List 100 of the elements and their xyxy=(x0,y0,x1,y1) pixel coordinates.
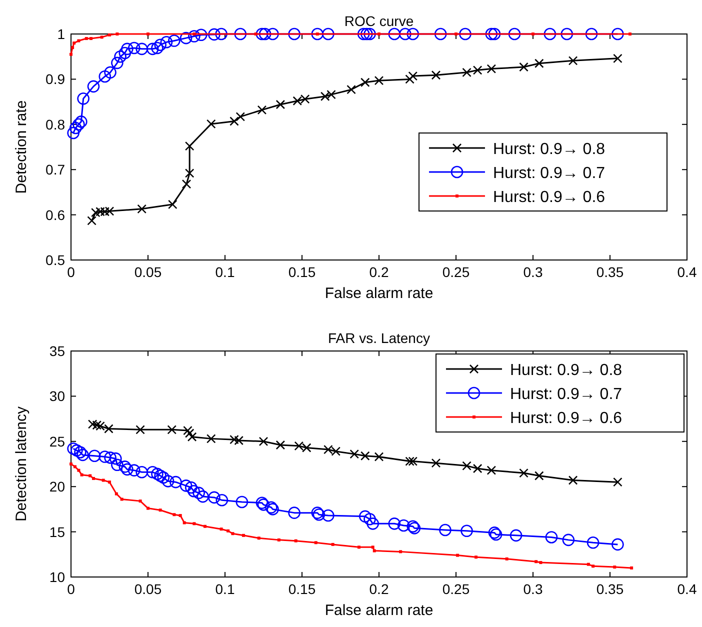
point xyxy=(92,476,95,480)
point xyxy=(151,468,164,480)
point xyxy=(257,105,267,115)
point xyxy=(70,52,72,56)
point xyxy=(236,112,246,122)
x-tick-label: 0.3 xyxy=(523,581,543,597)
point xyxy=(406,28,420,40)
point xyxy=(111,56,124,70)
y-tick-label: 0.5 xyxy=(46,252,66,268)
point xyxy=(472,464,482,474)
point xyxy=(208,491,220,504)
point xyxy=(254,32,258,36)
point xyxy=(585,28,598,40)
point xyxy=(183,426,192,436)
point xyxy=(488,28,501,40)
point xyxy=(167,425,177,434)
point xyxy=(178,514,182,518)
point xyxy=(160,36,173,48)
point xyxy=(431,70,441,80)
point xyxy=(630,566,634,570)
point xyxy=(71,46,74,50)
x-tick-label: 0.05 xyxy=(134,264,162,280)
point xyxy=(76,448,89,462)
point xyxy=(346,84,356,94)
point xyxy=(104,452,116,464)
x-tick-label: 0.1 xyxy=(215,264,235,280)
point xyxy=(322,28,334,40)
y-tick-label: 35 xyxy=(49,343,66,359)
point xyxy=(157,471,170,484)
point xyxy=(137,204,146,214)
point xyxy=(188,484,200,498)
point xyxy=(100,36,104,39)
y-tick-label: 20 xyxy=(49,478,66,495)
point xyxy=(459,28,472,40)
point xyxy=(188,30,200,42)
point xyxy=(257,536,260,540)
x-axis-title: False alarm rate xyxy=(324,285,434,302)
y-tick-label: 25 xyxy=(49,433,66,450)
point xyxy=(534,560,538,564)
y-tick-label: 0.8 xyxy=(46,116,66,132)
point xyxy=(397,519,410,532)
y-tick-label: 10 xyxy=(49,569,66,585)
point xyxy=(472,66,482,75)
legend-label: Hurst: 0.9→ 0.8 xyxy=(510,362,622,379)
x-tick-label: 0.1 xyxy=(215,581,235,597)
x-tick-label: 0 xyxy=(67,264,76,280)
point xyxy=(114,50,126,63)
point xyxy=(519,468,528,478)
point xyxy=(184,481,198,494)
point xyxy=(116,32,119,36)
x-tick-label: 0.15 xyxy=(288,581,316,597)
point xyxy=(294,539,298,542)
point xyxy=(136,425,145,434)
point xyxy=(182,521,186,524)
point xyxy=(485,28,498,40)
point xyxy=(276,440,286,450)
point xyxy=(568,56,578,66)
point xyxy=(77,468,80,472)
point xyxy=(277,538,280,542)
x-tick-label: 0.05 xyxy=(134,581,162,597)
point xyxy=(67,442,80,455)
point xyxy=(170,476,182,488)
point xyxy=(431,458,441,468)
y-axis-title: Detection rate xyxy=(13,100,30,194)
point xyxy=(519,62,528,72)
point xyxy=(510,529,522,542)
point xyxy=(118,46,132,60)
point xyxy=(534,58,544,68)
point xyxy=(154,38,166,51)
point xyxy=(258,436,268,446)
point xyxy=(276,100,286,110)
point xyxy=(172,513,176,516)
point xyxy=(168,200,178,210)
point xyxy=(136,42,148,56)
point xyxy=(69,122,82,134)
x-tick-label: 0.25 xyxy=(442,581,470,597)
y-tick-label: 30 xyxy=(49,388,66,404)
x-tick-label: 0.2 xyxy=(369,264,389,280)
point xyxy=(374,76,384,86)
point xyxy=(366,518,379,530)
point xyxy=(405,456,414,466)
point xyxy=(399,550,402,554)
point xyxy=(206,119,216,129)
point xyxy=(168,34,180,47)
point xyxy=(136,466,148,478)
point xyxy=(256,28,268,40)
point xyxy=(98,450,112,463)
point xyxy=(146,506,150,510)
point xyxy=(203,524,206,528)
point xyxy=(357,546,360,549)
point xyxy=(388,28,401,40)
x-tick-label: 0.3 xyxy=(523,264,543,280)
point xyxy=(628,32,632,36)
point xyxy=(560,28,574,40)
point xyxy=(456,554,460,557)
point xyxy=(226,529,230,532)
point xyxy=(158,508,162,512)
y-tick-label: 15 xyxy=(49,524,66,540)
point xyxy=(180,32,192,44)
point xyxy=(80,473,84,476)
